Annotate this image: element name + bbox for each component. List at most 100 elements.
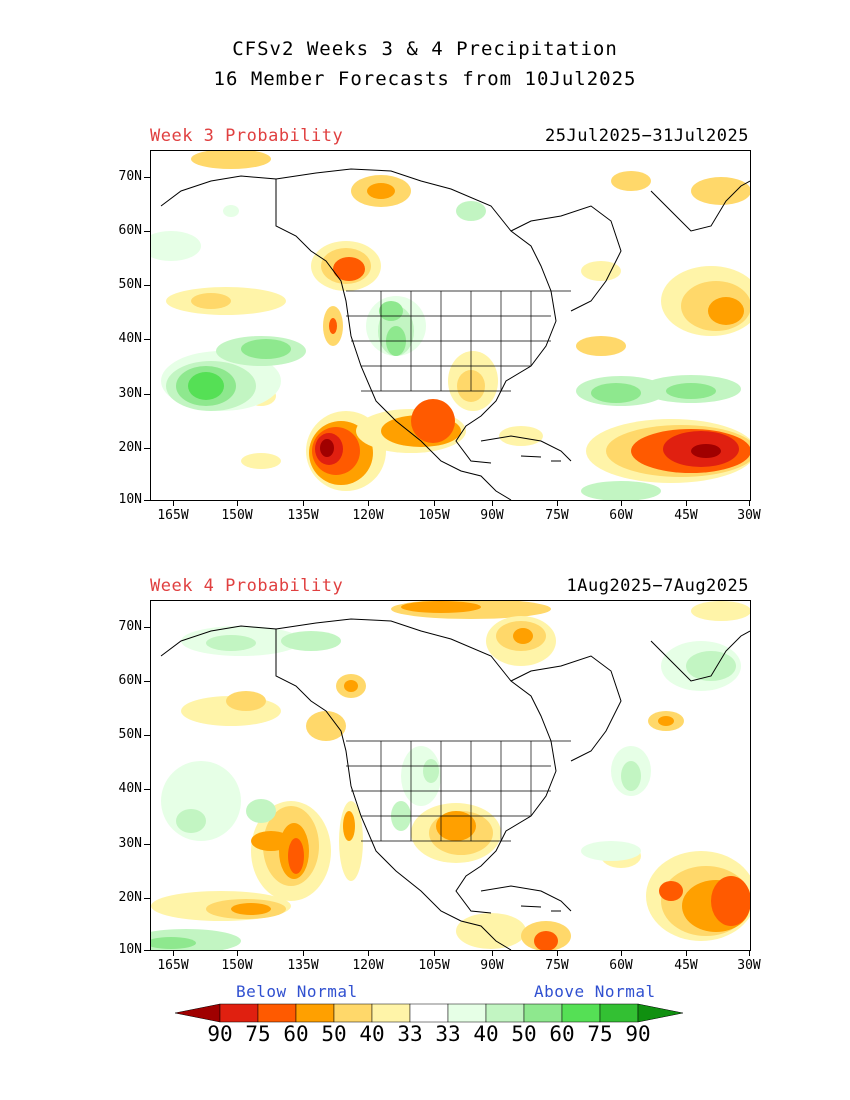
lat-label-40n: 40N	[118, 331, 142, 346]
lat-label-70n: 70N	[118, 619, 142, 634]
lon-label-45w: 45W	[674, 958, 698, 973]
lon-label-90w: 90W	[480, 958, 504, 973]
chart-title-line1: CFSv2 Weeks 3 & 4 Precipitation	[232, 38, 618, 60]
lon-tick	[173, 500, 174, 506]
legend-swatch	[371, 1003, 411, 1023]
lat-label-30n: 30N	[118, 836, 142, 851]
legend-swatch	[523, 1003, 563, 1023]
lon-tick	[237, 500, 238, 506]
week4-panel-label: Week 4 Probability	[150, 576, 344, 596]
lon-label-30w: 30W	[737, 958, 761, 973]
lat-tick	[144, 448, 150, 449]
lat-label-40n: 40N	[118, 781, 142, 796]
legend-value: 33	[397, 1022, 423, 1046]
lat-tick	[144, 898, 150, 899]
lon-tick	[749, 500, 750, 506]
lat-tick	[144, 285, 150, 286]
lon-tick	[303, 950, 304, 956]
lon-label-75w: 75W	[545, 508, 569, 523]
lat-tick	[144, 231, 150, 232]
legend-value: 90	[625, 1022, 651, 1046]
legend-swatch	[295, 1003, 335, 1023]
week4-probability-map	[150, 600, 751, 951]
lon-tick	[621, 950, 622, 956]
lon-label-150w: 150W	[221, 508, 253, 523]
lat-label-50n: 50N	[118, 277, 142, 292]
week3-panel-label: Week 3 Probability	[150, 126, 344, 146]
legend-swatch	[485, 1003, 525, 1023]
lon-tick	[686, 500, 687, 506]
legend-swatch	[599, 1003, 639, 1023]
lon-label-120w: 120W	[352, 508, 384, 523]
week3-state-borders	[275, 179, 571, 392]
chart-title-line2: 16 Member Forecasts from 10Jul2025	[213, 68, 637, 90]
lon-tick	[492, 950, 493, 956]
lat-tick	[144, 950, 150, 951]
lat-tick	[144, 789, 150, 790]
week4-below-normal-shading	[151, 601, 750, 950]
lon-label-120w: 120W	[352, 958, 384, 973]
lon-label-30w: 30W	[737, 508, 761, 523]
week3-below-normal-shading	[166, 151, 750, 491]
below-normal-label: Below Normal	[236, 982, 358, 1001]
lon-label-150w: 150W	[221, 958, 253, 973]
lat-label-60n: 60N	[118, 223, 142, 238]
legend-value: 60	[549, 1022, 575, 1046]
lat-tick	[144, 844, 150, 845]
lat-label-20n: 20N	[118, 440, 142, 455]
lon-label-60w: 60W	[609, 958, 633, 973]
legend-swatch	[447, 1003, 487, 1023]
lon-tick	[368, 500, 369, 506]
lon-tick	[749, 950, 750, 956]
above-normal-label: Above Normal	[534, 982, 656, 1001]
legend-value: 40	[359, 1022, 385, 1046]
legend-swatch	[561, 1003, 601, 1023]
lon-tick	[368, 950, 369, 956]
lat-tick	[144, 339, 150, 340]
legend-value: 50	[321, 1022, 347, 1046]
lat-tick	[144, 681, 150, 682]
lon-label-135w: 135W	[287, 958, 319, 973]
lat-tick	[144, 500, 150, 501]
lat-label-50n: 50N	[118, 727, 142, 742]
lon-tick	[434, 950, 435, 956]
lat-tick	[144, 735, 150, 736]
legend-value: 90	[207, 1022, 233, 1046]
legend-colorbar	[175, 1003, 684, 1023]
lon-label-90w: 90W	[480, 508, 504, 523]
lon-label-75w: 75W	[545, 958, 569, 973]
legend-arrow-below	[175, 1003, 221, 1023]
lon-tick	[686, 950, 687, 956]
lon-tick	[173, 950, 174, 956]
legend-swatch	[219, 1003, 259, 1023]
lat-label-20n: 20N	[118, 890, 142, 905]
lon-tick	[434, 500, 435, 506]
legend-value: 75	[245, 1022, 271, 1046]
lon-tick	[557, 950, 558, 956]
legend-swatch	[409, 1003, 449, 1023]
lat-label-60n: 60N	[118, 673, 142, 688]
lon-tick	[557, 500, 558, 506]
week4-date-range: 1Aug2025−7Aug2025	[566, 576, 749, 596]
legend-value: 40	[473, 1022, 499, 1046]
legend-value: 50	[511, 1022, 537, 1046]
legend-arrow-above	[637, 1003, 684, 1023]
lon-tick	[492, 500, 493, 506]
legend-value: 60	[283, 1022, 309, 1046]
lat-tick	[144, 627, 150, 628]
lon-tick	[237, 950, 238, 956]
lon-tick	[303, 500, 304, 506]
week4-state-borders	[275, 629, 571, 842]
lon-label-105w: 105W	[418, 958, 450, 973]
legend-swatch	[257, 1003, 297, 1023]
lon-label-165w: 165W	[157, 508, 189, 523]
lat-tick	[144, 394, 150, 395]
lon-tick	[621, 500, 622, 506]
lat-label-30n: 30N	[118, 386, 142, 401]
lat-tick	[144, 177, 150, 178]
lat-label-10n: 10N	[118, 492, 142, 507]
lat-label-10n: 10N	[118, 942, 142, 957]
lon-label-45w: 45W	[674, 508, 698, 523]
lon-label-60w: 60W	[609, 508, 633, 523]
lat-label-70n: 70N	[118, 169, 142, 184]
